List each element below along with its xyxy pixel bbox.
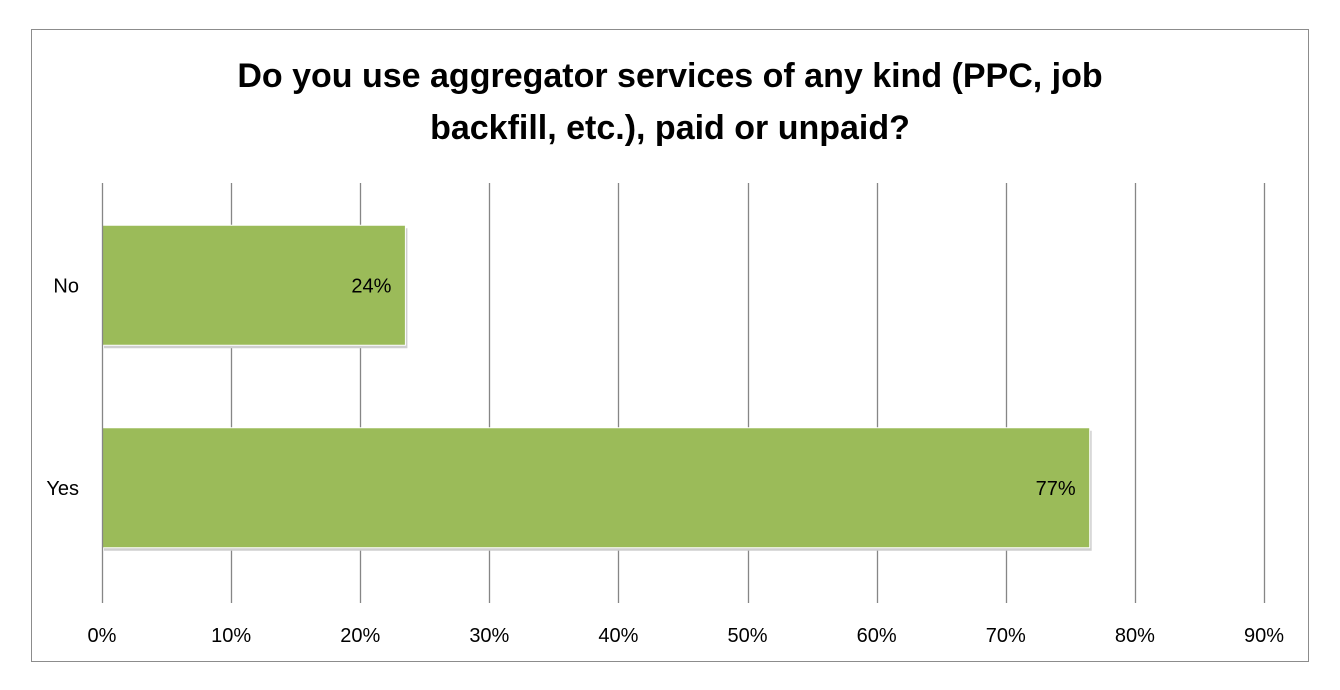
bar-yes [101, 427, 1091, 549]
x-tick-label: 50% [728, 625, 768, 647]
chart-title-line-1: Do you use aggregator services of any ki… [237, 57, 1103, 95]
x-tick-label: 30% [469, 625, 509, 647]
data-label-yes: 77% [1036, 478, 1076, 500]
chart-title-line-2: backfill, etc.), paid or unpaid? [430, 109, 910, 147]
category-label-yes: Yes [46, 478, 79, 500]
x-tick-label: 20% [340, 625, 380, 647]
category-label-no: No [53, 275, 79, 297]
x-tick-label: 0% [88, 625, 117, 647]
x-tick-label: 90% [1244, 625, 1284, 647]
chart-title: Do you use aggregator services of any ki… [31, 50, 1309, 154]
bar-no [101, 224, 406, 346]
x-tick-label: 40% [598, 625, 638, 647]
x-tick-label: 10% [211, 625, 251, 647]
x-tick-label: 70% [986, 625, 1026, 647]
data-label-no: 24% [351, 275, 391, 297]
x-tick-label: 60% [857, 625, 897, 647]
x-tick-label: 80% [1115, 625, 1155, 647]
